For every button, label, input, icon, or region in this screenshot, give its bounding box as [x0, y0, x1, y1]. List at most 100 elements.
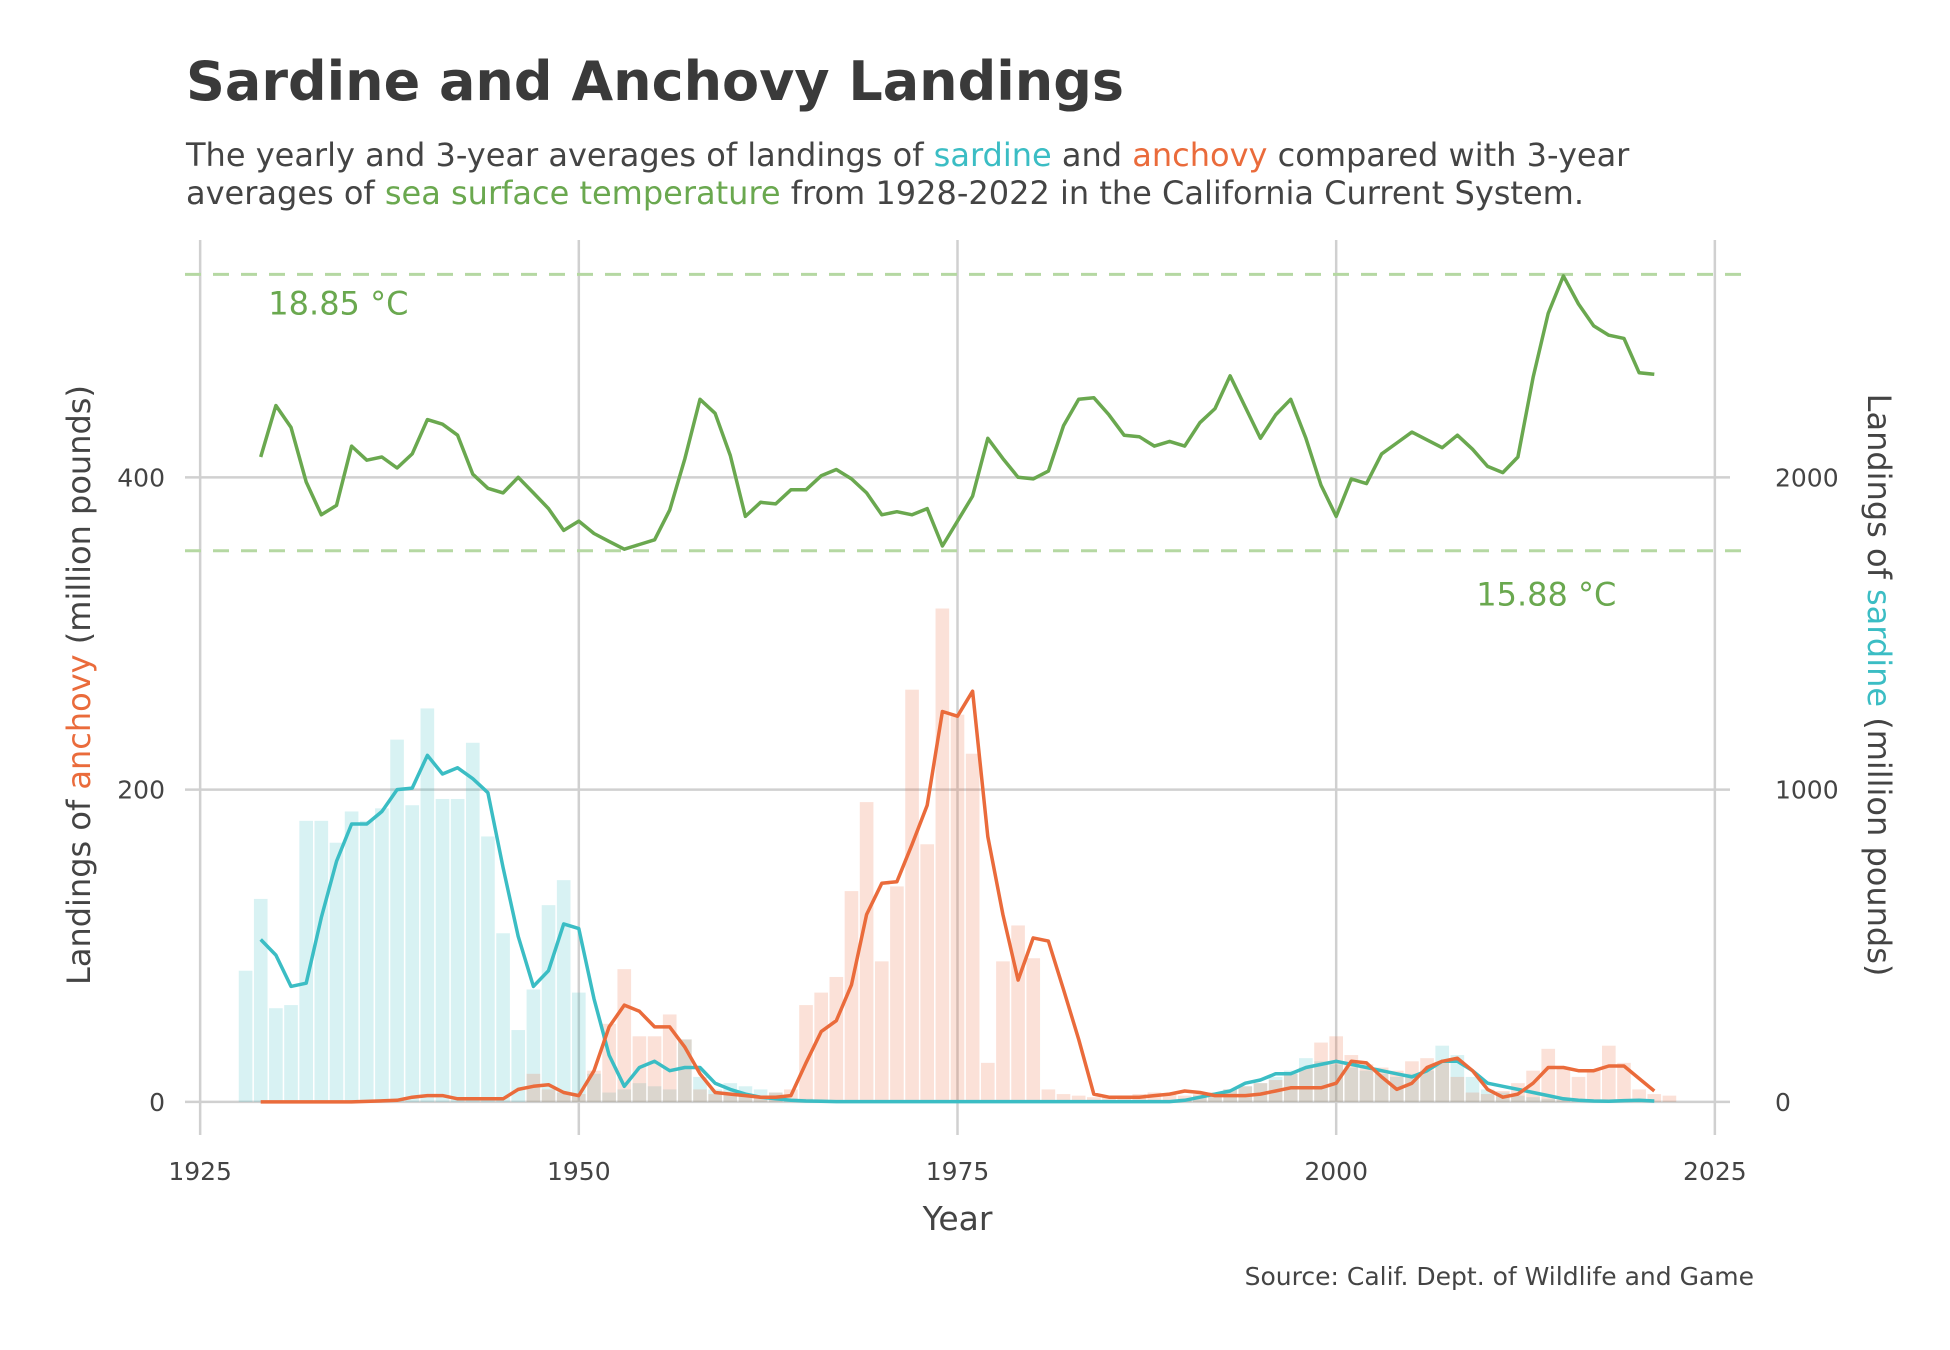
sardine-bar: [344, 811, 359, 1102]
x-tick-label: 1975: [926, 1157, 990, 1186]
anchovy-bar: [1041, 1089, 1056, 1102]
anchovy-bar: [1102, 1097, 1116, 1102]
subtitle-text: The yearly and 3-year averages of landin…: [186, 136, 934, 174]
anchovy-bar: [829, 976, 844, 1102]
anchovy-bar: [738, 1095, 753, 1102]
sst-reference-label: 18.85 °C: [268, 284, 408, 322]
sardine-bar: [329, 842, 344, 1102]
y-right-tick-label: 2000: [1775, 463, 1839, 492]
anchovy-bar: [1450, 1076, 1465, 1102]
y-right-axis-title-part: sardine: [1860, 589, 1898, 707]
sardine-bar: [617, 1089, 632, 1102]
sst-reference-label: 15.88 °C: [1476, 576, 1616, 614]
anchovy-bar: [965, 753, 980, 1102]
sardine-bar: [450, 798, 465, 1102]
sardine-bar: [481, 836, 495, 1102]
anchovy-bar: [1071, 1095, 1086, 1102]
sardine-bar: [511, 1030, 526, 1102]
sardine-bar: [1450, 1055, 1465, 1102]
sardine-bar: [1344, 1067, 1359, 1102]
y-left-tick-label: 400: [117, 463, 165, 492]
sardine-bar: [269, 1008, 283, 1102]
source-note: Source: Calif. Dept. of Wildlife and Gam…: [1244, 1262, 1754, 1291]
anchovy-bar: [1162, 1094, 1177, 1102]
sardine-bar: [1511, 1095, 1525, 1102]
y-left-axis-title-part: Landings of: [60, 790, 98, 985]
sardine-bar: [390, 739, 404, 1102]
anchovy-bar: [859, 802, 874, 1102]
x-tick-label: 2025: [1683, 1157, 1747, 1186]
chart-title: Sardine and Anchovy Landings: [186, 50, 1125, 113]
anchovy-bar: [541, 1089, 556, 1102]
sardine-bar: [1314, 1061, 1328, 1102]
sardine-bar: [465, 742, 480, 1102]
y-right-axis-title-part: Landings of: [1860, 394, 1898, 589]
anchovy-bar: [1556, 1067, 1571, 1102]
sardine-bar: [693, 1076, 707, 1102]
anchovy-bar: [1586, 1070, 1601, 1102]
sardine-bar: [1420, 1070, 1434, 1102]
sardine-bar: [556, 880, 571, 1102]
anchovy-bar: [1647, 1094, 1662, 1102]
anchovy-bar: [1056, 1094, 1071, 1102]
sardine-bar: [632, 1083, 647, 1102]
anchovy-bar: [617, 969, 632, 1102]
anchovy-avg-line: [260, 689, 1656, 1104]
x-tick-label: 1925: [168, 1157, 232, 1186]
x-tick-label: 1950: [547, 1157, 611, 1186]
sardine-bar: [359, 820, 374, 1102]
sardine-bar: [526, 989, 541, 1102]
subtitle-text: from 1928-2022 in the California Current…: [780, 174, 1584, 212]
anchovy-bar: [844, 891, 859, 1102]
sardine-bar: [1541, 1098, 1556, 1102]
sardine-bar: [284, 1005, 298, 1102]
sardine-bar: [405, 805, 420, 1102]
sardine-bar: [662, 1089, 677, 1102]
anchovy-bar: [1359, 1064, 1374, 1102]
y-left-axis-title-part: anchovy: [60, 654, 98, 789]
anchovy-bar: [1026, 958, 1041, 1102]
subtitle-anchovy: anchovy: [1132, 136, 1268, 174]
anchovy-bar: [693, 1089, 707, 1102]
anchovy-bar: [556, 1092, 571, 1102]
anchovy-bar: [1480, 1094, 1495, 1102]
anchovy-bar: [1617, 1062, 1631, 1102]
anchovy-bar: [814, 992, 828, 1102]
anchovy-bar: [1465, 1092, 1480, 1102]
sardine-bar: [375, 808, 389, 1102]
sst-line: [259, 274, 1655, 551]
anchovy-bar: [920, 844, 935, 1102]
sardine-bar: [572, 992, 586, 1102]
sardine-bar: [587, 1073, 601, 1102]
x-tick-label: 2000: [1304, 1157, 1368, 1186]
sardine-bar: [496, 933, 510, 1102]
chart-subtitle: The yearly and 3-year averages of landin…: [186, 136, 1786, 212]
sardine-bar: [253, 898, 268, 1102]
anchovy-bar: [935, 608, 950, 1102]
subtitle-sst: sea surface temperature: [384, 174, 781, 212]
sardine-bar: [420, 708, 435, 1102]
sardine-bar: [435, 798, 450, 1102]
sardine-bar: [314, 820, 329, 1102]
sardine-bar: [1465, 1076, 1480, 1102]
sardine-bar: [541, 905, 556, 1102]
y-right-axis-title: Landings of sardine (million pounds): [1860, 394, 1898, 977]
y-left-axis-title-part: (million pounds): [60, 385, 98, 654]
anchovy-bar: [1329, 1036, 1343, 1102]
anchovy-bar: [708, 1094, 722, 1102]
sardine-bar: [602, 1092, 616, 1102]
y-right-tick-label: 1000: [1775, 776, 1839, 805]
anchovy-bar: [1541, 1048, 1556, 1102]
anchovy-bar: [874, 961, 889, 1102]
y-left-axis-title: Landings of anchovy (million pounds): [60, 385, 98, 985]
anchovy-bar: [1602, 1045, 1616, 1102]
anchovy-bar: [1314, 1042, 1328, 1102]
y-right-axis-title-part: (million pounds): [1860, 707, 1898, 976]
anchovy-bar: [905, 689, 919, 1102]
anchovy-bar: [980, 1062, 995, 1102]
anchovy-bar: [753, 1097, 768, 1102]
subtitle-sardine: sardine: [933, 136, 1052, 174]
anchovy-bar: [1299, 1067, 1313, 1102]
anchovy-bar: [723, 1094, 738, 1102]
